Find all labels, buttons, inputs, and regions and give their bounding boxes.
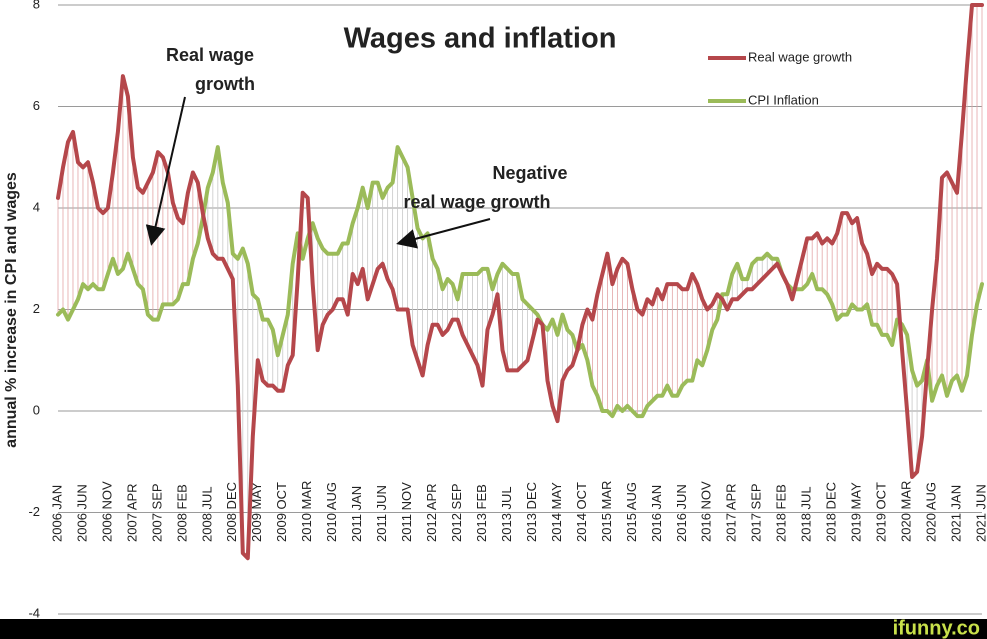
x-tick-label: 2012 SEP bbox=[449, 483, 464, 542]
legend-label: Real wage growth bbox=[748, 49, 852, 64]
x-tick-label: 2012 APR bbox=[424, 483, 439, 542]
x-tick-label: 2018 FEB bbox=[774, 484, 789, 542]
x-tick-label: 2016 NOV bbox=[699, 481, 714, 542]
x-tick-label: 2019 MAY bbox=[849, 482, 864, 542]
x-tick-label: 2010 MAR bbox=[299, 481, 314, 542]
x-tick-label: 2009 MAY bbox=[249, 482, 264, 542]
watermark: ifunny.co bbox=[893, 617, 980, 639]
footer-bar bbox=[0, 619, 987, 639]
hatch-group bbox=[57, 5, 983, 559]
grid: -4 -2 0 2 4 6 8 2006 JAN 2006 JUN 2006 NOV 2007 AP… bbox=[28, 0, 987, 620]
x-tick-label: 2007 SEP bbox=[149, 483, 164, 542]
legend-label: CPI Inflation bbox=[748, 92, 819, 107]
x-tick-label: 2018 DEC bbox=[824, 482, 839, 542]
x-tick-label: 2011 JUN bbox=[374, 485, 389, 542]
y-tick-label: 4 bbox=[33, 199, 40, 214]
x-tick-label: 2021 JAN bbox=[948, 485, 963, 542]
x-tick-label: 2016 JAN bbox=[649, 485, 664, 542]
annotation: real wage growth bbox=[403, 192, 550, 212]
arrow bbox=[396, 218, 491, 249]
annotation: Real wage bbox=[166, 45, 254, 65]
y-tick-label: 0 bbox=[33, 402, 40, 417]
x-tick-label: 2007 APR bbox=[124, 483, 139, 542]
x-tick-label: 2008 FEB bbox=[174, 484, 189, 542]
arrow bbox=[145, 96, 186, 246]
x-tick-label: 2021 JUN bbox=[973, 484, 987, 542]
x-tick-label: 2015 AUG bbox=[624, 482, 639, 542]
x-tick-label: 2009 OCT bbox=[274, 482, 289, 542]
x-tick-label: 2013 JUL bbox=[499, 486, 514, 542]
x-tick-label: 2006 JAN bbox=[49, 485, 64, 542]
x-tick-label: 2010 AUG bbox=[324, 482, 339, 542]
x-tick-label: 2006 NOV bbox=[99, 481, 114, 542]
chart-title: Wages and inflation bbox=[344, 23, 617, 55]
x-tick-label: 2014 MAY bbox=[549, 482, 564, 542]
x-tick-label: 2015 MAR bbox=[599, 481, 614, 542]
lines-group bbox=[56, 3, 984, 561]
y-tick-label: 6 bbox=[33, 98, 40, 113]
x-tick-label: 2020 MAR bbox=[899, 481, 914, 542]
annotation: Negative bbox=[492, 163, 567, 183]
x-tick-label: 2020 AUG bbox=[923, 482, 938, 542]
x-tick-label: 2006 JUN bbox=[74, 484, 89, 542]
annotation: growth bbox=[195, 74, 255, 94]
x-tick-label: 2008 DEC bbox=[224, 482, 239, 542]
y-tick-label: 8 bbox=[33, 0, 40, 11]
x-tick-label: 2011 NOV bbox=[399, 482, 414, 542]
series-line bbox=[56, 3, 984, 561]
x-tick-label: 2011 JAN bbox=[349, 486, 364, 542]
x-tick-label: 2017 APR bbox=[724, 483, 739, 542]
x-tick-label: 2017 SEP bbox=[749, 483, 764, 542]
y-tick-label: 2 bbox=[33, 301, 40, 316]
x-tick-label: 2008 JUL bbox=[199, 486, 214, 542]
legend: Real wage growth CPI Inflation bbox=[708, 49, 852, 107]
series-line bbox=[56, 145, 984, 419]
x-tick-label: 2019 OCT bbox=[874, 482, 889, 542]
y-tick-label: -2 bbox=[28, 504, 40, 519]
x-tick-label: 2016 JUN bbox=[674, 484, 689, 542]
x-tick-label: 2013 FEB bbox=[474, 484, 489, 542]
x-tick-label: 2018 JUL bbox=[799, 486, 814, 542]
y-axis-label: annual % increase in CPI and wages bbox=[3, 172, 20, 448]
y-tick-label: -4 bbox=[28, 605, 40, 620]
x-tick-label: 2013 DEC bbox=[524, 482, 539, 542]
x-tick-label: 2014 OCT bbox=[574, 482, 589, 542]
